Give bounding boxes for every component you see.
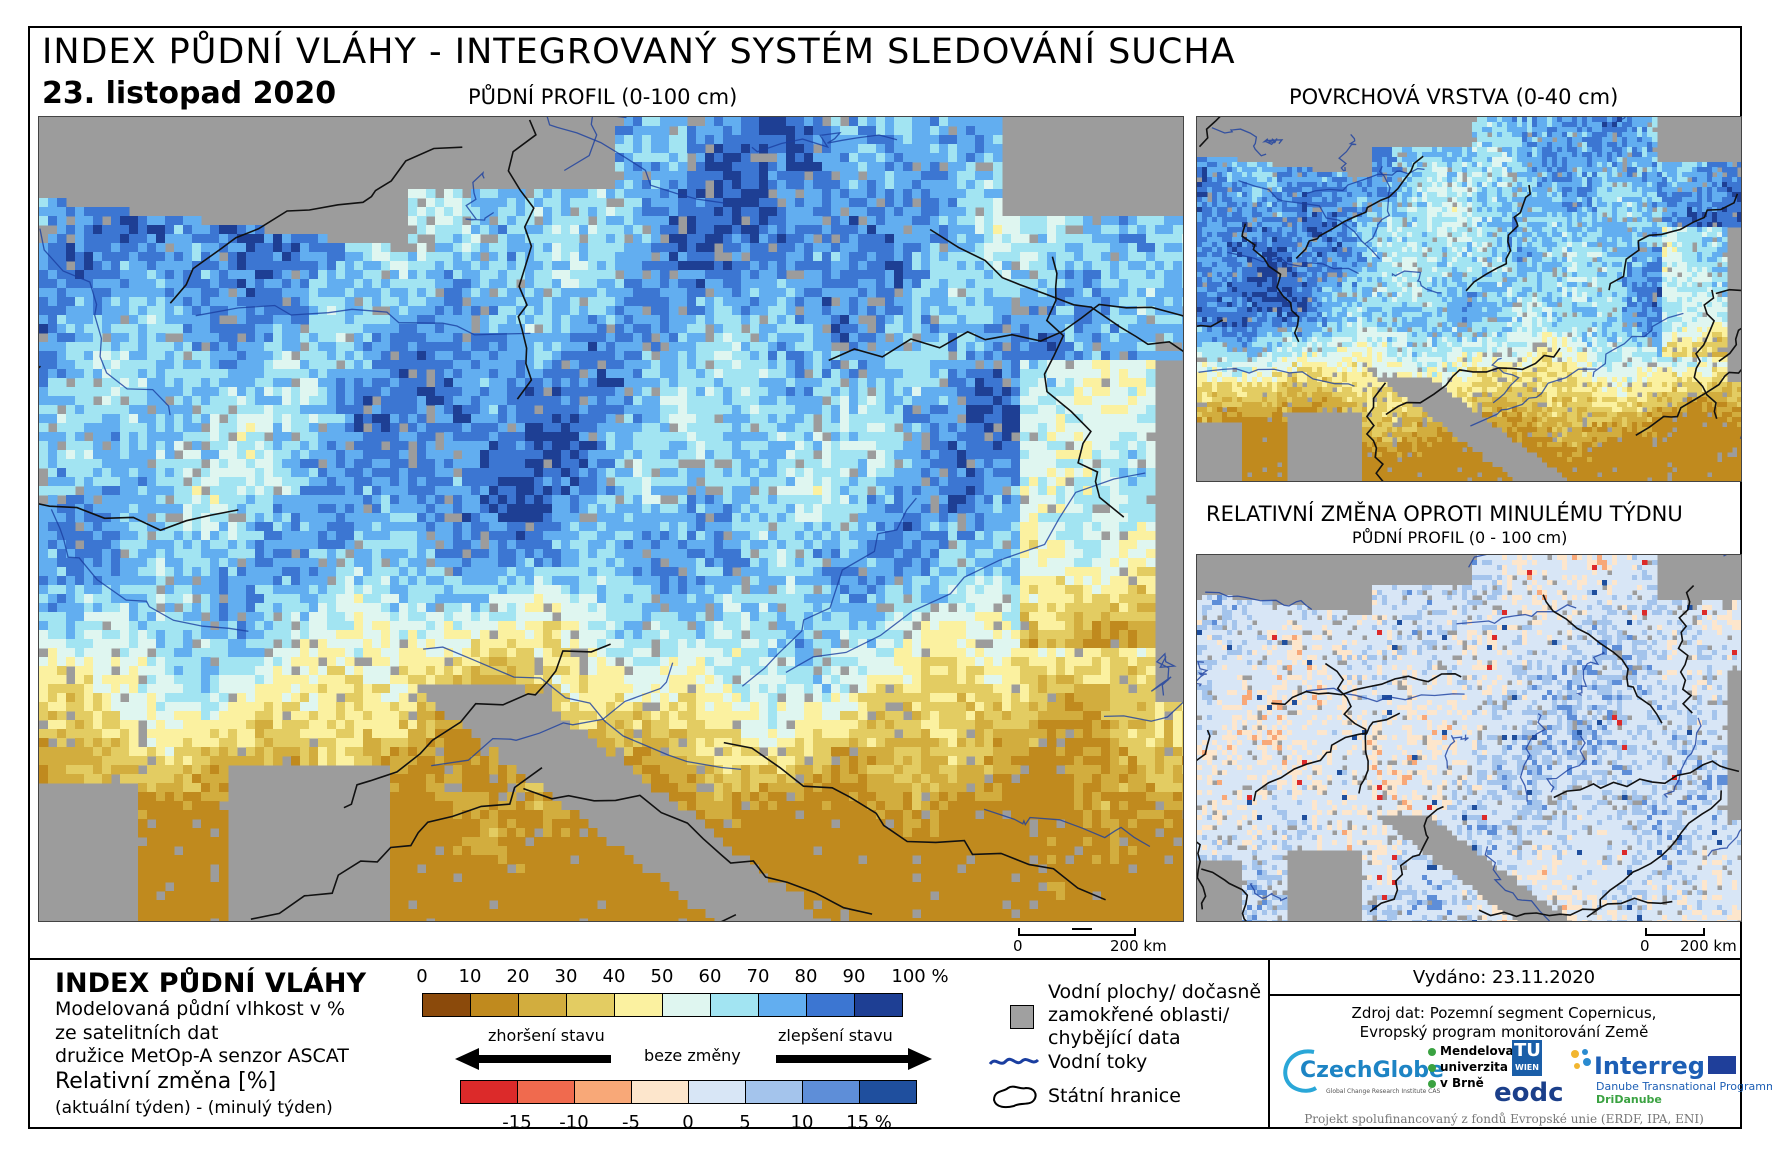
moisture-swatch	[614, 993, 663, 1017]
moisture-tick-label: 80	[795, 966, 818, 987]
surface-panel-label: POVRCHOVÁ VRSTVA (0-40 cm)	[1289, 85, 1618, 109]
change-swatch	[859, 1080, 917, 1104]
tu-logo-text: TU	[1514, 1040, 1541, 1061]
moisture-tick-label: 100 %	[891, 966, 948, 987]
moisture-tick-label: 20	[507, 966, 530, 987]
eu-flag-icon	[1708, 1056, 1736, 1074]
tu-logo-sub: WIEN	[1515, 1063, 1539, 1072]
page-title: INDEX PŮDNÍ VLÁHY - INTEGROVANÝ SYSTÉM S…	[42, 32, 1236, 72]
moisture-swatch	[806, 993, 855, 1017]
source-line-2: Evropský program monitorování Země	[1270, 1023, 1738, 1042]
moisture-swatch	[854, 993, 903, 1017]
interreg-logo-sub: Danube Transnational Programme	[1596, 1080, 1772, 1093]
change-swatch	[688, 1080, 746, 1104]
main-soil-moisture-map	[38, 116, 1184, 922]
moisture-swatch	[710, 993, 759, 1017]
change-tick-label: 0	[682, 1112, 693, 1133]
relative-change-map	[1196, 554, 1742, 922]
legend-desc-2: ze satelitních dat	[55, 1022, 218, 1044]
arrow-none-label: beze změny	[644, 1046, 741, 1065]
legend-separator	[28, 958, 1742, 960]
main-scale-distance: 200 km	[1110, 937, 1167, 955]
change-swatch	[574, 1080, 632, 1104]
moisture-tick-label: 50	[651, 966, 674, 987]
legend-desc-3: družice MetOp-A senzor ASCAT	[55, 1045, 349, 1067]
missing-data-swatch	[1010, 1005, 1034, 1029]
change-tick-label: -15	[502, 1112, 531, 1133]
mendel-line-3: v Brně	[1440, 1076, 1484, 1090]
legend-title: INDEX PŮDNÍ VLÁHY	[55, 968, 366, 999]
key-water-label-1: Vodní plochy/ dočasně	[1048, 981, 1261, 1003]
arrow-worse-label: zhoršení stavu	[488, 1026, 605, 1045]
moisture-tick-label: 10	[459, 966, 482, 987]
legend-desc-1: Modelovaná půdní vlhkost v %	[55, 998, 345, 1020]
moisture-tick-label: 0	[416, 966, 427, 987]
change-tick-label: 15 %	[846, 1112, 892, 1133]
data-source: Zdroj dat: Pozemní segment Copernicus, E…	[1270, 1004, 1738, 1042]
key-rivers-label: Vodní toky	[1048, 1051, 1147, 1073]
change-panel-label: RELATIVNÍ ZMĚNA OPROTI MINULÉMU TÝDNU	[1206, 502, 1683, 526]
source-line-1: Zdroj dat: Pozemní segment Copernicus,	[1270, 1004, 1738, 1023]
change-swatch	[460, 1080, 518, 1104]
moisture-swatch	[566, 993, 615, 1017]
moisture-tick-label: 40	[603, 966, 626, 987]
moisture-tick-label: 30	[555, 966, 578, 987]
moisture-swatch	[518, 993, 567, 1017]
moisture-swatch	[662, 993, 711, 1017]
arrow-better-label: zlepšení stavu	[778, 1026, 893, 1045]
change-tick-label: 10	[791, 1112, 814, 1133]
footer-note: Projekt spolufinancovaný z fondů Evropsk…	[1270, 1112, 1738, 1126]
moisture-tick-label: 60	[699, 966, 722, 987]
main-panel-label: PŮDNÍ PROFIL (0-100 cm)	[468, 85, 737, 109]
info-separator	[1268, 958, 1270, 1129]
change-swatch	[631, 1080, 689, 1104]
change-tick-label: -10	[559, 1112, 588, 1133]
change-swatch	[517, 1080, 575, 1104]
change-swatch	[802, 1080, 860, 1104]
mendel-line-2: univerzita	[1440, 1060, 1508, 1074]
change-legend-title: Relativní změna [%]	[55, 1069, 276, 1094]
small-scale-zero: 0	[1640, 937, 1650, 955]
change-tick-label: 5	[739, 1112, 750, 1133]
key-water-label-3: chybějící data	[1048, 1027, 1181, 1049]
issued-separator	[1268, 994, 1742, 996]
date-label: 23. listopad 2020	[42, 76, 336, 111]
small-scale-distance: 200 km	[1680, 937, 1737, 955]
moisture-tick-label: 70	[747, 966, 770, 987]
surface-layer-map	[1196, 116, 1742, 482]
change-tick-label: -5	[622, 1112, 640, 1133]
czechglobe-logo-text: CzechGlobe	[1300, 1058, 1444, 1083]
main-scale-zero: 0	[1013, 937, 1023, 955]
interreg-logo-text: Interreg	[1594, 1052, 1705, 1080]
key-borders-label: Státní hranice	[1048, 1085, 1181, 1107]
issued-date: Vydáno: 23.11.2020	[1270, 967, 1738, 988]
moisture-tick-label: 90	[843, 966, 866, 987]
key-water-label-2: zamokřené oblasti/	[1048, 1004, 1229, 1026]
eodc-logo: eodc	[1494, 1078, 1564, 1108]
czechglobe-logo-sub: Global Change Research Institute CAS	[1326, 1088, 1440, 1095]
moisture-swatch	[422, 993, 471, 1017]
dridanube-logo-text: DriDanube	[1596, 1093, 1662, 1106]
moisture-swatch	[758, 993, 807, 1017]
change-panel-sublabel: PŮDNÍ PROFIL (0 - 100 cm)	[1352, 528, 1567, 547]
moisture-swatch	[470, 993, 519, 1017]
change-legend-desc: (aktuální týden) - (minulý týden)	[55, 1098, 333, 1118]
change-swatch	[745, 1080, 803, 1104]
mendel-line-1: Mendelova	[1440, 1044, 1514, 1058]
